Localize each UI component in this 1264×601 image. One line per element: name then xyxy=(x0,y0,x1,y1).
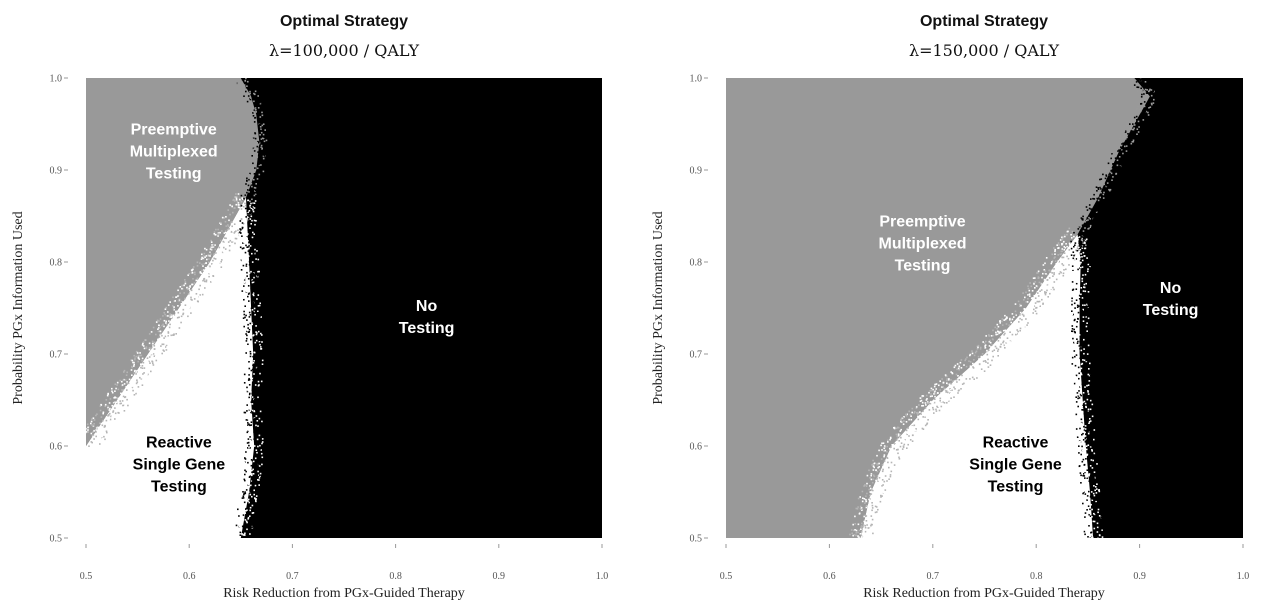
region-label-1-line-2: Testing xyxy=(151,478,207,495)
region-label-2-line-0: No xyxy=(416,298,438,315)
chart-title: Optimal Strategy xyxy=(920,13,1048,30)
y-tick-label: 1.0 xyxy=(690,74,703,85)
x-tick-label: 0.9 xyxy=(1133,571,1146,582)
x-tick-label: 0.8 xyxy=(389,571,402,582)
x-tick-label: 1.0 xyxy=(1237,571,1250,582)
region-label-0-line-0: Preemptive xyxy=(131,122,217,139)
region-label-1-line-1: Single Gene xyxy=(969,456,1062,473)
x-tick-label: 0.8 xyxy=(1030,571,1043,582)
boundary-reactive-no-testing xyxy=(235,197,264,538)
y-tick-label: 0.8 xyxy=(50,258,63,269)
y-tick-label: 0.6 xyxy=(50,442,63,453)
chart-subtitle: λ=100,000 / QALY xyxy=(269,41,420,60)
y-tick-label: 0.9 xyxy=(690,166,703,177)
y-tick-label: 0.7 xyxy=(690,350,703,361)
x-axis-label: Risk Reduction from PGx-Guided Therapy xyxy=(223,586,465,601)
y-tick-label: 0.6 xyxy=(690,442,703,453)
x-tick-label: 1.0 xyxy=(596,571,609,582)
region-label-1-line-1: Single Gene xyxy=(133,456,226,473)
y-axis: 0.5 0.6 0.7 0.8 0.9 1.0 xyxy=(50,74,68,545)
region-label-1-line-0: Reactive xyxy=(146,434,212,451)
region-label-0-line-0: Preemptive xyxy=(879,214,965,231)
x-tick-label: 0.7 xyxy=(286,571,299,582)
region-label-0-line-2: Testing xyxy=(895,258,951,275)
x-tick-label: 0.6 xyxy=(183,571,196,582)
region-label-0-line-1: Multiplexed xyxy=(878,236,966,253)
region-label-2-line-1: Testing xyxy=(399,320,455,337)
x-axis: 0.5 0.6 0.7 0.8 0.9 1.0 xyxy=(720,544,1250,582)
plot-area xyxy=(86,78,602,538)
chart-panel-2: Preemptive Multiplexed Testing Reactive Sing… xyxy=(651,13,1249,601)
region-preemptive-multiplexed-testing xyxy=(86,78,260,446)
y-axis-label: Probability PGx Information Used xyxy=(651,211,666,404)
region-label-0-line-2: Testing xyxy=(146,166,202,183)
region-preemptive-multiplexed-testing xyxy=(726,78,1150,538)
x-tick-label: 0.9 xyxy=(493,571,506,582)
y-tick-label: 0.9 xyxy=(50,166,63,177)
x-tick-label: 0.6 xyxy=(823,571,836,582)
chart-subtitle: λ=150,000 / QALY xyxy=(909,41,1060,60)
y-tick-label: 0.5 xyxy=(50,534,63,545)
region-reactive-single-gene-testing xyxy=(86,197,255,538)
chart-panel-1: Preemptive Multiplexed Testing Reactive Sing… xyxy=(11,13,608,601)
boundary-preemptive-no-testing xyxy=(236,78,268,201)
y-tick-label: 1.0 xyxy=(50,74,63,85)
y-tick-label: 0.5 xyxy=(690,534,703,545)
y-tick-label: 0.8 xyxy=(690,258,703,269)
y-axis: 0.5 0.6 0.7 0.8 0.9 1.0 xyxy=(690,74,708,545)
y-axis-label: Probability PGx Information Used xyxy=(11,211,26,404)
plot-area xyxy=(726,78,1243,538)
region-label-1-line-0: Reactive xyxy=(983,434,1049,451)
x-tick-label: 0.5 xyxy=(80,571,93,582)
chart-title: Optimal Strategy xyxy=(280,13,408,30)
boundary-preemptive-no-testing xyxy=(1073,78,1155,238)
x-axis: 0.5 0.6 0.7 0.8 0.9 1.0 xyxy=(80,544,609,582)
region-label-2-line-1: Testing xyxy=(1143,302,1199,319)
boundary-preemptive-reactive xyxy=(86,193,256,450)
region-label-2-line-0: No xyxy=(1160,280,1182,297)
region-label-1-line-2: Testing xyxy=(988,478,1044,495)
y-tick-label: 0.7 xyxy=(50,350,63,361)
region-label-0-line-1: Multiplexed xyxy=(130,144,218,161)
x-tick-label: 0.5 xyxy=(720,571,733,582)
x-axis-label: Risk Reduction from PGx-Guided Therapy xyxy=(863,586,1105,601)
region-reactive-single-gene-testing xyxy=(860,234,1094,538)
x-tick-label: 0.7 xyxy=(927,571,940,582)
